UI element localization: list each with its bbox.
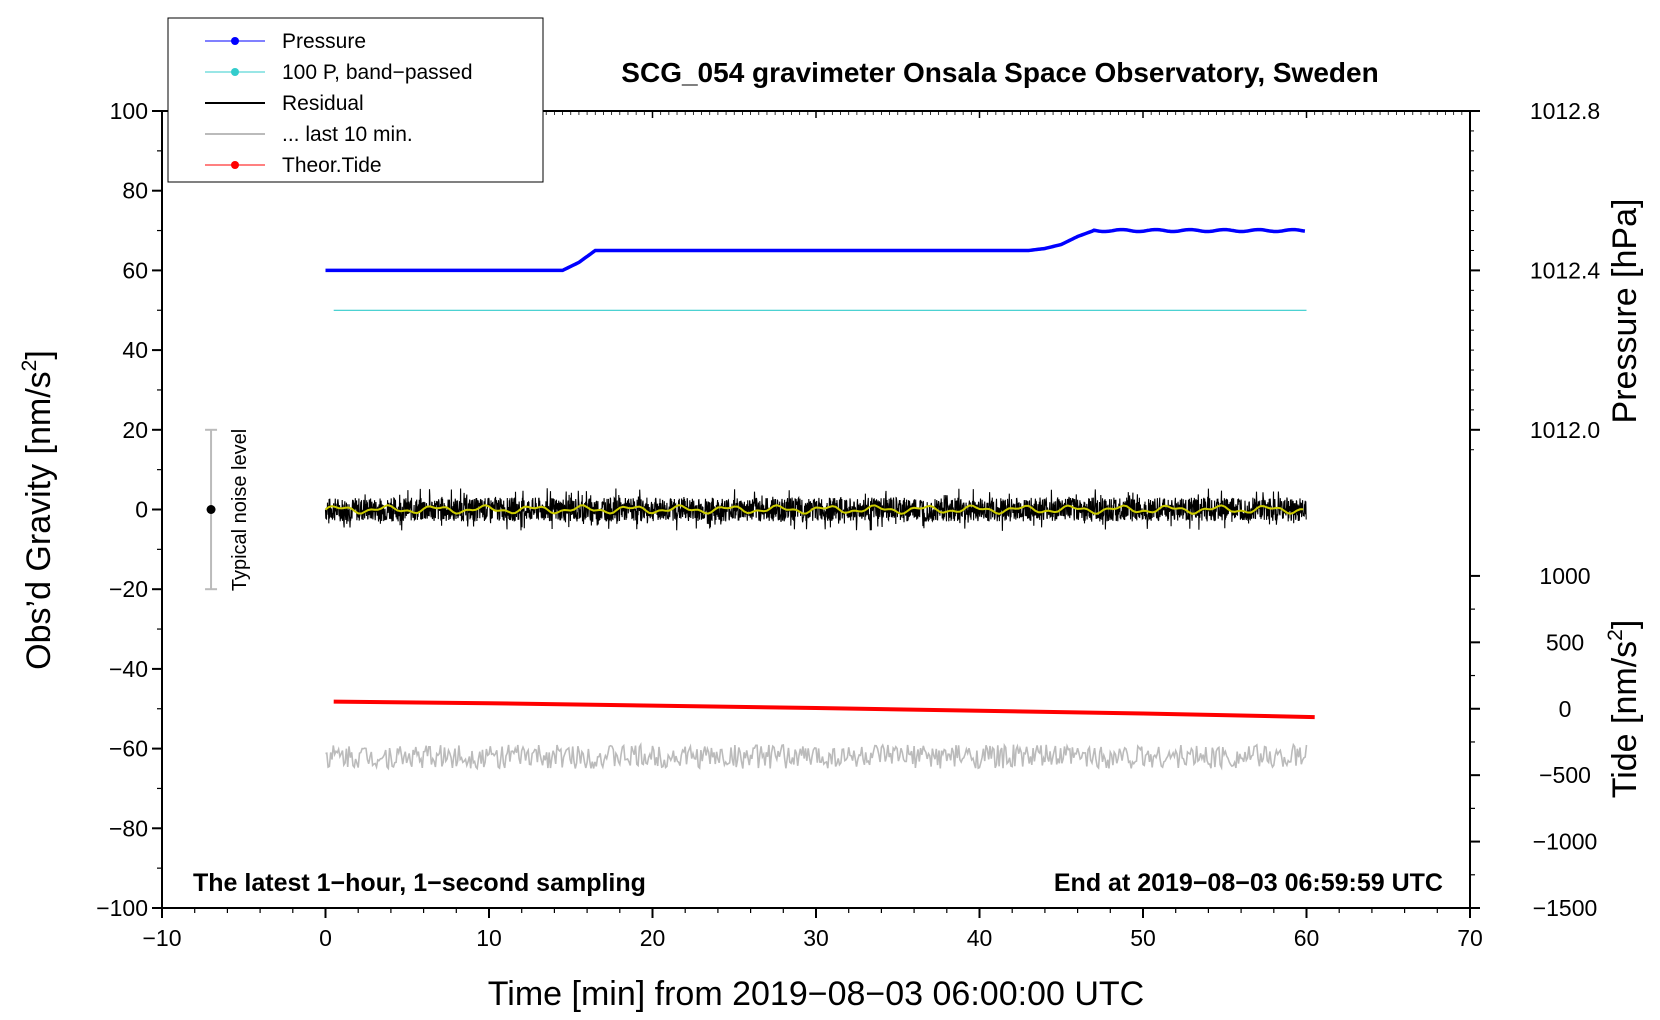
y-tick-label: 0 bbox=[135, 497, 148, 523]
y-tick-label: 20 bbox=[122, 417, 148, 443]
y-tick-label: 100 bbox=[110, 98, 148, 124]
noise-level-label: Typical noise level bbox=[229, 429, 251, 591]
series-pressure bbox=[325, 227, 1306, 273]
series-last-10-min bbox=[325, 741, 1308, 771]
y-left-label-close: ] bbox=[20, 350, 58, 359]
tide-tick-label: 1000 bbox=[1539, 563, 1590, 589]
y-axis-pressure-label: Pressure [hPa] bbox=[1606, 199, 1644, 424]
y-tick-label: 40 bbox=[122, 337, 148, 363]
series-theor-tide bbox=[333, 699, 1315, 720]
legend-marker bbox=[231, 161, 239, 169]
tide-label-main: Tide [nm/s bbox=[1606, 641, 1644, 798]
y-axis-left-label: Obs’d Gravity [nm/s2] bbox=[18, 350, 58, 670]
x-tick-label: 30 bbox=[803, 925, 829, 951]
pressure-tick-label: 1012.4 bbox=[1530, 257, 1601, 283]
y-tick-label: 80 bbox=[122, 178, 148, 204]
pressure-tick-label: 1012.0 bbox=[1530, 417, 1600, 443]
noise-level-indicator bbox=[205, 428, 218, 591]
x-tick-label: 70 bbox=[1457, 925, 1483, 951]
y-tick-label: −80 bbox=[109, 815, 148, 841]
legend-marker bbox=[231, 37, 239, 45]
x-tick-label: 20 bbox=[640, 925, 666, 951]
x-tick-label: 10 bbox=[476, 925, 502, 951]
y-axis-tide-label: Tide [nm/s2] bbox=[1604, 620, 1644, 799]
y-tick-label: 60 bbox=[122, 257, 148, 283]
legend-label: 100 P, band−passed bbox=[282, 61, 473, 84]
series-residual-smoothed bbox=[324, 504, 1304, 515]
x-tick-label: −10 bbox=[142, 925, 181, 951]
tide-label-close: ] bbox=[1606, 620, 1644, 629]
tide-tick-label: −1000 bbox=[1533, 829, 1598, 855]
pressure-tick-label: 1012.8 bbox=[1530, 98, 1600, 124]
y-axis-tide: 1000 500 0 −500 −1000 −1500 bbox=[1470, 563, 1597, 921]
y-left-label-main: Obs’d Gravity [nm/s bbox=[20, 371, 58, 670]
tide-tick-label: 0 bbox=[1559, 696, 1572, 722]
legend: Pressure 100 P, band−passed Residual ... la… bbox=[205, 30, 473, 177]
y-axis-left: −100 −80 −60 −40 −20 0 20 40 60 80 100 bbox=[96, 98, 162, 921]
legend-label: Pressure bbox=[282, 30, 366, 53]
series-layer bbox=[324, 227, 1315, 771]
chart-title: SCG_054 gravimeter Onsala Space Observat… bbox=[621, 57, 1378, 88]
tide-tick-label: −500 bbox=[1539, 762, 1591, 788]
annotation-sampling: The latest 1−hour, 1−second sampling bbox=[193, 869, 646, 897]
legend-label: Residual bbox=[282, 92, 364, 115]
tide-tick-label: 500 bbox=[1546, 629, 1584, 655]
x-tick-label: 50 bbox=[1130, 925, 1156, 951]
legend-label: Theor.Tide bbox=[282, 154, 382, 177]
noise-bar-dot bbox=[206, 505, 216, 514]
y-tick-label: −40 bbox=[109, 656, 148, 682]
y-left-label-sup: 2 bbox=[18, 360, 41, 372]
y-tick-label: −20 bbox=[109, 576, 148, 602]
x-tick-label: 40 bbox=[967, 925, 993, 951]
x-axis-label: Time [min] from 2019−08−03 06:00:00 UTC bbox=[488, 975, 1144, 1013]
y-tick-label: −60 bbox=[109, 736, 148, 762]
x-tick-label: 0 bbox=[319, 925, 332, 951]
legend-box bbox=[167, 17, 544, 183]
legend-marker bbox=[231, 68, 239, 76]
tide-label-sup: 2 bbox=[1604, 629, 1627, 641]
annotation-end-time: End at 2019−08−03 06:59:59 UTC bbox=[1054, 869, 1443, 897]
x-tick-label: 60 bbox=[1294, 925, 1320, 951]
y-tick-label: −100 bbox=[96, 895, 148, 921]
legend-label: ... last 10 min. bbox=[282, 123, 413, 146]
tide-tick-label: −1500 bbox=[1533, 895, 1598, 921]
x-axis: −10 0 10 20 30 40 50 60 70 bbox=[142, 111, 1483, 951]
